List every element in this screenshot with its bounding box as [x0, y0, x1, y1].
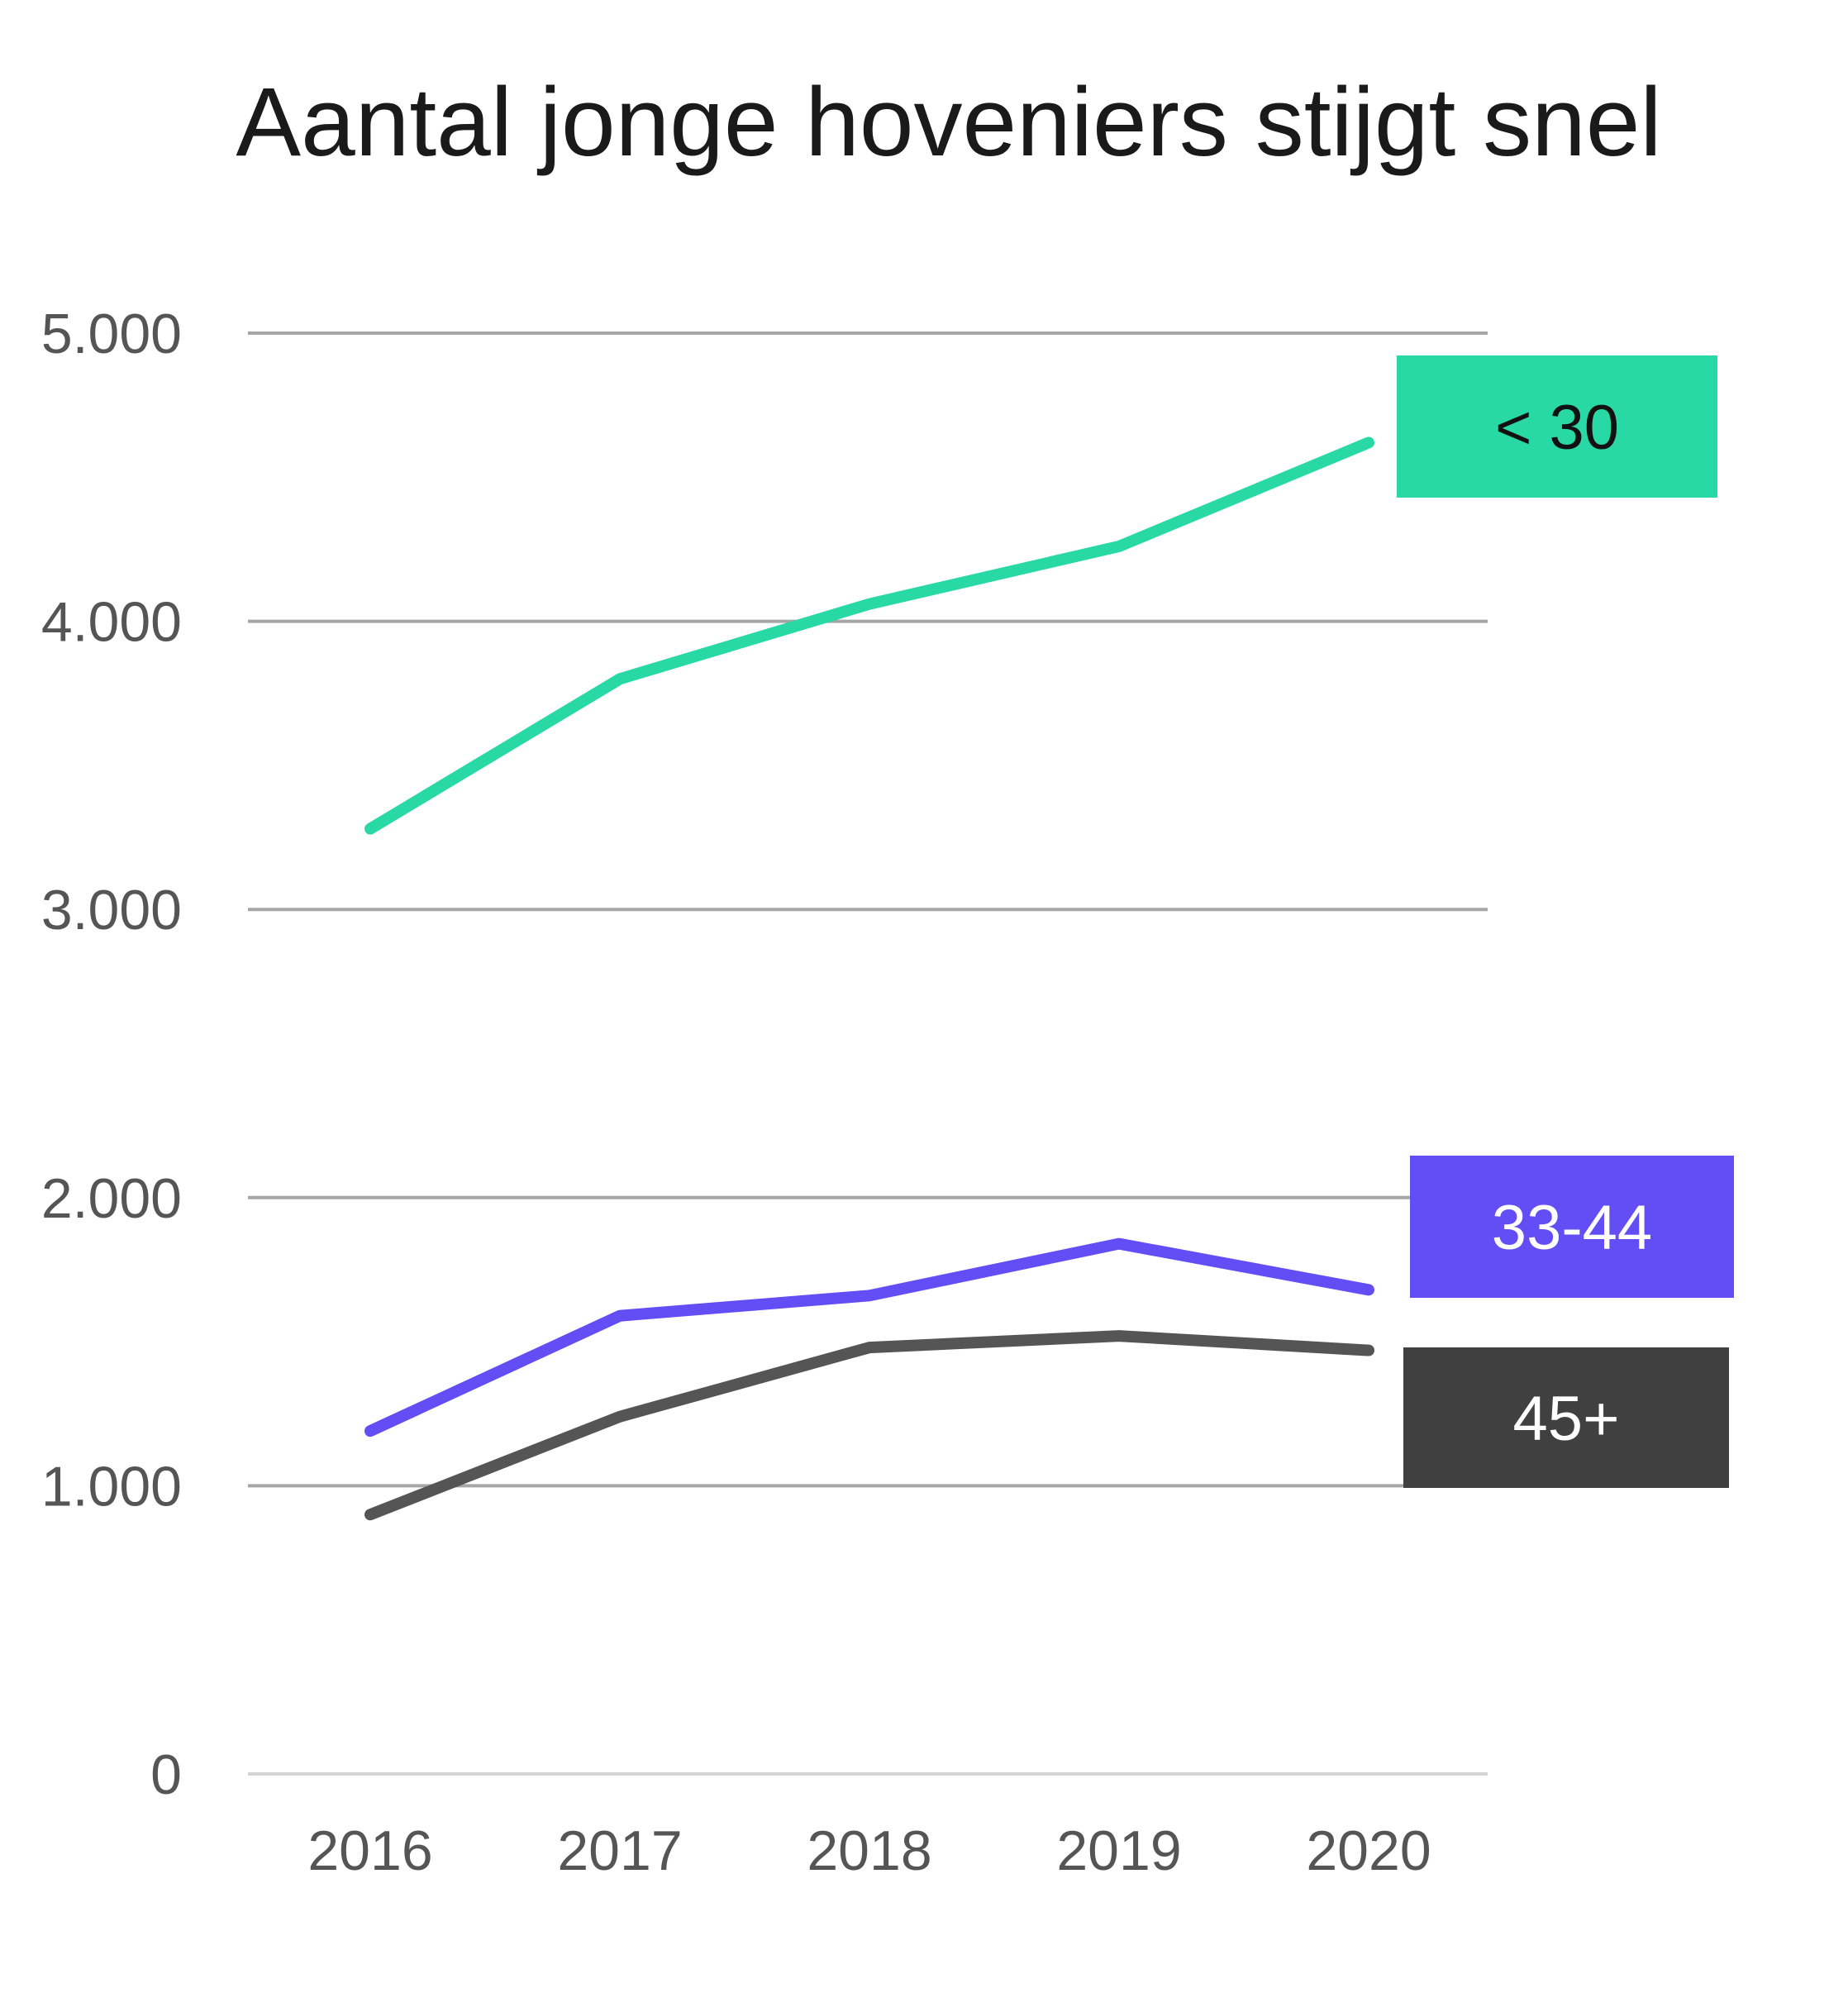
- series-label: 45+: [1513, 1384, 1620, 1454]
- x-axis-ticks: 2016 2017 2018 2019 2020: [307, 1819, 1431, 1882]
- chart-title: Aantal jonge hoveniers stijgt snel: [236, 68, 1661, 177]
- series-label: < 30: [1495, 393, 1619, 463]
- y-tick-label: 5.000: [41, 303, 182, 365]
- series-label: 33-44: [1492, 1193, 1652, 1263]
- series-line: [364, 1237, 1374, 1438]
- series-line: [364, 436, 1374, 835]
- series-label-box: [1397, 355, 1717, 498]
- series-lines: [364, 436, 1374, 1521]
- series-labels: < 30 33-44 45+: [1397, 355, 1734, 1488]
- y-tick-label: 0: [150, 1743, 182, 1806]
- x-tick-label: 2019: [1056, 1819, 1181, 1882]
- gridlines: [248, 331, 1488, 1776]
- x-tick-label: 2016: [307, 1819, 432, 1882]
- y-tick-label: 4.000: [41, 591, 182, 654]
- x-tick-label: 2020: [1306, 1819, 1431, 1882]
- series-label-box: [1403, 1347, 1729, 1488]
- y-tick-label: 2.000: [41, 1167, 182, 1230]
- y-axis-ticks: 0 1.000 2.000 3.000 4.000 5.000: [41, 303, 182, 1806]
- series-label-box: [1410, 1156, 1734, 1298]
- x-tick-label: 2018: [807, 1819, 931, 1882]
- y-tick-label: 1.000: [41, 1455, 182, 1518]
- x-tick-label: 2017: [557, 1819, 682, 1882]
- y-tick-label: 3.000: [41, 879, 182, 942]
- series-line: [364, 1330, 1374, 1521]
